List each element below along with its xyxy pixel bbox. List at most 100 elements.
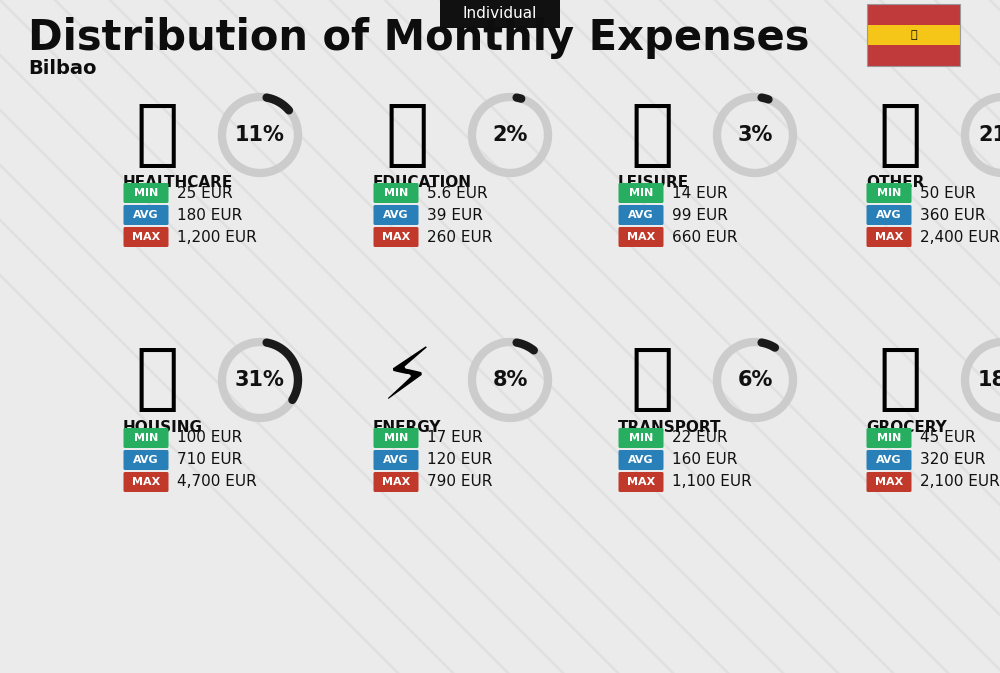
FancyBboxPatch shape (618, 428, 664, 448)
Text: AVG: AVG (133, 455, 159, 465)
Text: Distribution of Monthly Expenses: Distribution of Monthly Expenses (28, 17, 810, 59)
Text: 360 EUR: 360 EUR (920, 207, 986, 223)
FancyBboxPatch shape (866, 205, 912, 225)
FancyBboxPatch shape (124, 227, 168, 247)
Text: MIN: MIN (877, 433, 901, 443)
Text: 18%: 18% (978, 370, 1000, 390)
Text: 50 EUR: 50 EUR (920, 186, 976, 201)
FancyBboxPatch shape (618, 183, 664, 203)
Text: MAX: MAX (875, 477, 903, 487)
FancyBboxPatch shape (374, 205, 418, 225)
Text: 🏰: 🏰 (910, 30, 917, 40)
FancyBboxPatch shape (374, 450, 418, 470)
FancyBboxPatch shape (867, 25, 960, 45)
Text: MIN: MIN (877, 188, 901, 198)
Text: MIN: MIN (384, 433, 408, 443)
Text: MIN: MIN (629, 188, 653, 198)
FancyBboxPatch shape (124, 428, 168, 448)
Text: 🏥: 🏥 (135, 100, 179, 170)
Text: 100 EUR: 100 EUR (177, 431, 242, 446)
Text: AVG: AVG (628, 210, 654, 220)
Text: MIN: MIN (384, 188, 408, 198)
Text: AVG: AVG (133, 210, 159, 220)
Text: 39 EUR: 39 EUR (427, 207, 483, 223)
FancyBboxPatch shape (618, 205, 664, 225)
Text: GROCERY: GROCERY (866, 420, 947, 435)
FancyBboxPatch shape (618, 472, 664, 492)
Text: 120 EUR: 120 EUR (427, 452, 492, 468)
Text: 1,100 EUR: 1,100 EUR (672, 474, 752, 489)
Text: 320 EUR: 320 EUR (920, 452, 985, 468)
Text: 🎓: 🎓 (385, 100, 429, 170)
FancyBboxPatch shape (866, 450, 912, 470)
FancyBboxPatch shape (124, 472, 168, 492)
Text: 11%: 11% (235, 125, 285, 145)
FancyBboxPatch shape (866, 428, 912, 448)
Text: AVG: AVG (383, 210, 409, 220)
Text: 31%: 31% (235, 370, 285, 390)
Text: EDUCATION: EDUCATION (373, 175, 472, 190)
Text: 710 EUR: 710 EUR (177, 452, 242, 468)
Text: 2%: 2% (492, 125, 528, 145)
Text: MIN: MIN (134, 433, 158, 443)
Text: 🏢: 🏢 (135, 345, 179, 415)
Text: MIN: MIN (629, 433, 653, 443)
Text: MAX: MAX (627, 477, 655, 487)
Text: AVG: AVG (876, 210, 902, 220)
Text: MIN: MIN (134, 188, 158, 198)
Text: ENERGY: ENERGY (373, 420, 442, 435)
Text: 21%: 21% (978, 125, 1000, 145)
Text: OTHER: OTHER (866, 175, 924, 190)
Text: AVG: AVG (383, 455, 409, 465)
Text: 5.6 EUR: 5.6 EUR (427, 186, 488, 201)
FancyBboxPatch shape (374, 227, 418, 247)
Text: MAX: MAX (132, 232, 160, 242)
Text: LEISURE: LEISURE (618, 175, 689, 190)
FancyBboxPatch shape (866, 472, 912, 492)
Text: AVG: AVG (628, 455, 654, 465)
FancyBboxPatch shape (124, 205, 168, 225)
Text: MAX: MAX (875, 232, 903, 242)
Text: 22 EUR: 22 EUR (672, 431, 728, 446)
Text: MAX: MAX (382, 477, 410, 487)
FancyBboxPatch shape (866, 183, 912, 203)
Text: 14 EUR: 14 EUR (672, 186, 728, 201)
Text: 8%: 8% (492, 370, 528, 390)
Text: AVG: AVG (876, 455, 902, 465)
Text: 4,700 EUR: 4,700 EUR (177, 474, 257, 489)
Text: MAX: MAX (382, 232, 410, 242)
Text: MAX: MAX (627, 232, 655, 242)
FancyBboxPatch shape (440, 0, 560, 28)
FancyBboxPatch shape (618, 227, 664, 247)
Text: 25 EUR: 25 EUR (177, 186, 233, 201)
Text: 180 EUR: 180 EUR (177, 207, 242, 223)
Text: 17 EUR: 17 EUR (427, 431, 483, 446)
Text: 45 EUR: 45 EUR (920, 431, 976, 446)
FancyBboxPatch shape (866, 227, 912, 247)
Text: Individual: Individual (463, 7, 537, 22)
Text: HOUSING: HOUSING (123, 420, 203, 435)
FancyBboxPatch shape (374, 472, 418, 492)
Text: 260 EUR: 260 EUR (427, 229, 492, 244)
Text: HEALTHCARE: HEALTHCARE (123, 175, 233, 190)
Text: 99 EUR: 99 EUR (672, 207, 728, 223)
Text: 🛍: 🛍 (630, 100, 674, 170)
FancyBboxPatch shape (124, 183, 168, 203)
Text: 🛒: 🛒 (878, 345, 922, 415)
FancyBboxPatch shape (124, 450, 168, 470)
Text: 160 EUR: 160 EUR (672, 452, 737, 468)
Text: 660 EUR: 660 EUR (672, 229, 738, 244)
Text: 🚌: 🚌 (630, 345, 674, 415)
Text: 6%: 6% (737, 370, 773, 390)
FancyBboxPatch shape (618, 450, 664, 470)
Text: 2,100 EUR: 2,100 EUR (920, 474, 1000, 489)
Text: 💰: 💰 (878, 100, 922, 170)
Text: 3%: 3% (737, 125, 773, 145)
FancyBboxPatch shape (374, 183, 418, 203)
Text: 2,400 EUR: 2,400 EUR (920, 229, 1000, 244)
FancyBboxPatch shape (374, 428, 418, 448)
Text: 790 EUR: 790 EUR (427, 474, 492, 489)
Text: ⚡: ⚡ (382, 345, 432, 415)
Text: MAX: MAX (132, 477, 160, 487)
FancyBboxPatch shape (867, 4, 960, 25)
